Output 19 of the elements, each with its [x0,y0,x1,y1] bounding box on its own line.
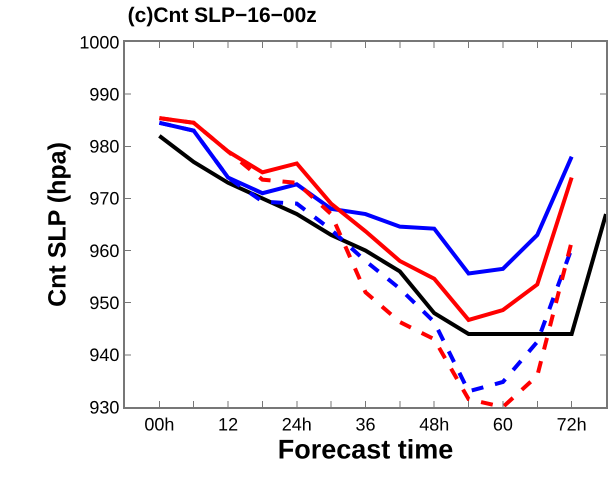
y-axis-title: Cnt SLP (hpa) [44,142,72,307]
y-tick-label: 930 [89,397,120,418]
y-tick-label: 940 [89,345,120,366]
x-tick-label: 72h [556,414,587,435]
x-tick-label: 12 [218,414,238,435]
y-tick-label: 960 [89,240,120,261]
line-series [157,134,606,336]
y-tick-label: 970 [89,188,120,209]
y-tick-label: 1000 [79,32,120,52]
x-tick-label: 24h [282,414,312,435]
y-tick-label: 990 [89,84,120,104]
y-tick-label: 950 [89,293,120,314]
x-axis-title: Forecast time [278,434,454,465]
y-tick-label: 980 [89,136,120,157]
x-tick-label: 00h [144,414,174,435]
x-tick-label: 48h [419,414,450,435]
x-tick-label: 60 [492,414,513,435]
chart-title: (c)Cnt SLP−16−00z [128,4,317,27]
x-tick-label: 36 [355,414,376,435]
